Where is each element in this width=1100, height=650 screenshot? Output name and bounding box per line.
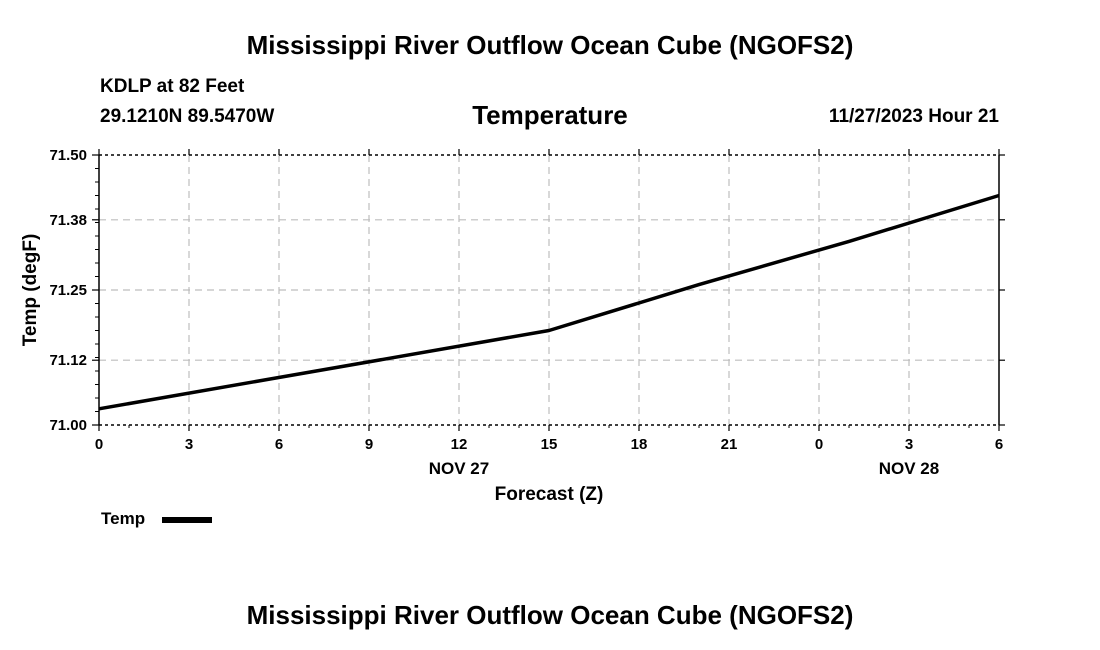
x-tick-label: 6 <box>995 436 1003 453</box>
station-label: KDLP at 82 Feet <box>100 76 245 97</box>
x-axis-title: Forecast (Z) <box>495 484 604 505</box>
y-tick-label: 71.25 <box>49 282 87 299</box>
x-tick-label: 21 <box>721 436 738 453</box>
y-tick-label: 71.12 <box>49 352 87 369</box>
forecast-datetime: 11/27/2023 Hour 21 <box>828 106 999 127</box>
x-tick-label: 0 <box>95 436 103 453</box>
station-coordinates: 29.1210N 89.5470W <box>100 106 275 127</box>
legend-label: Temp <box>101 509 146 528</box>
footer-title: Mississippi River Outflow Ocean Cube (NG… <box>246 600 854 630</box>
legend-swatch <box>162 517 212 523</box>
x-tick-label: 12 <box>451 436 468 453</box>
y-tick-label: 71.50 <box>49 147 87 164</box>
y-tick-label: 71.00 <box>49 417 87 434</box>
x-tick-label: 15 <box>541 436 558 453</box>
date-label: NOV 27 <box>429 459 489 478</box>
y-tick-label: 71.38 <box>49 212 87 229</box>
series-line-temp <box>98 193 1000 411</box>
date-label: NOV 28 <box>879 459 939 478</box>
x-tick-label: 9 <box>365 436 373 453</box>
chart-title: Mississippi River Outflow Ocean Cube (NG… <box>246 30 854 60</box>
x-tick-label: 18 <box>631 436 648 453</box>
panel-title: Temperature <box>472 100 628 130</box>
x-tick-label: 0 <box>815 436 823 453</box>
y-axis-title: Temp (degF) <box>20 234 41 347</box>
x-tick-label: 3 <box>185 436 193 453</box>
x-tick-label: 6 <box>275 436 283 453</box>
x-tick-label: 3 <box>905 436 913 453</box>
